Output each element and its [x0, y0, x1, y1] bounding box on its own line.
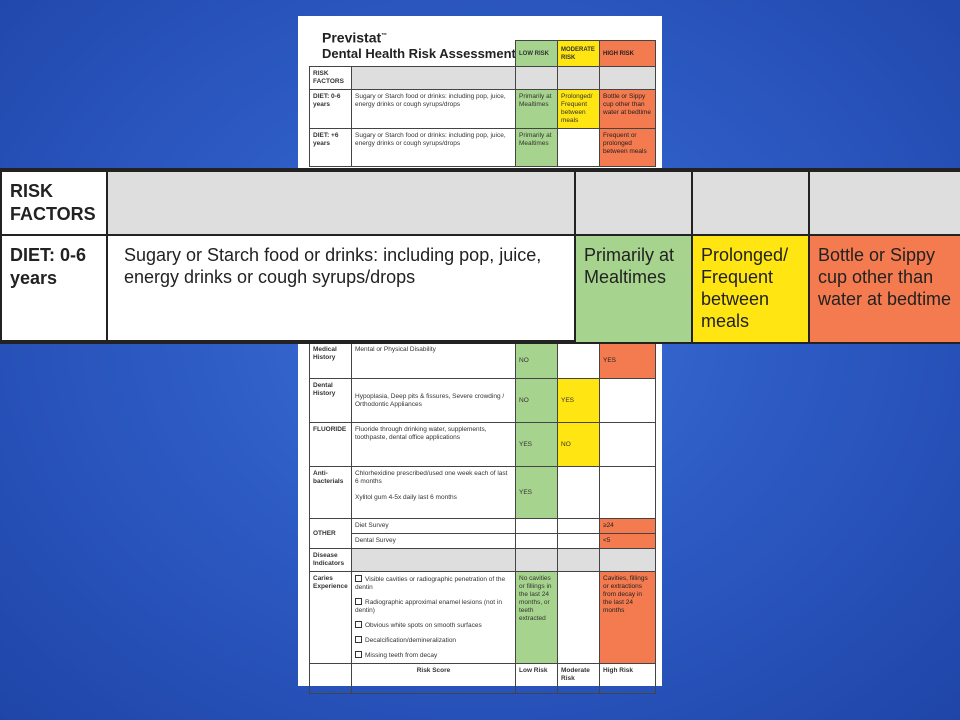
caries-item[interactable]: Missing teeth from decay — [355, 651, 512, 660]
document-title: Previstat™ Dental Health Risk Assessment — [322, 29, 516, 61]
caries-item[interactable]: Radiographic approximal enamel lesions (… — [355, 598, 502, 614]
assessment-document: Previstat™ Dental Health Risk Assessment… — [298, 16, 662, 694]
diet-6-plus-high: Frequent or prolonged between meals — [599, 128, 656, 167]
fluoride-low: YES — [515, 422, 558, 467]
diet-0-6-factor-large: DIET: 0-6 years — [0, 234, 108, 344]
dental-history-description: Hypoplasia, Deep pits & fissures, Severe… — [351, 378, 516, 423]
xylitol-text: Xylitol gum 4-5x daily last 6 months — [355, 494, 457, 501]
risk-factors-label-large: RISK FACTORS — [0, 170, 108, 236]
dental-history-moderate: YES — [557, 378, 600, 423]
diet-survey-high: ≥24 — [599, 518, 656, 534]
diet-0-6-moderate-large: Prolonged/ Frequent between meals — [691, 234, 810, 344]
low-risk-header: LOW RISK — [515, 40, 558, 67]
fluoride-moderate: NO — [557, 422, 600, 467]
risk-score-high: High Risk — [599, 663, 656, 694]
medical-history-high: YES — [599, 342, 656, 379]
other-factor: OTHER — [309, 518, 352, 549]
diet-0-6-description: Sugary or Starch food or drinks: includi… — [351, 89, 516, 129]
dental-survey-label: Dental Survey — [351, 533, 516, 549]
diet-0-6-low: Primarily at Mealtimes — [515, 89, 558, 129]
medical-history-description: Mental or Physical Disability — [351, 342, 516, 379]
caries-item[interactable]: Visible cavities or radiographic penetra… — [355, 575, 506, 591]
diet-0-6-moderate: Prolonged/ Frequent between meals — [557, 89, 600, 129]
medical-history-low: NO — [515, 342, 558, 379]
diet-0-6-factor: DIET: 0-6 years — [309, 89, 352, 129]
diet-0-6-high-large: Bottle or Sippy cup other than water at … — [808, 234, 960, 344]
diet-0-6-low-large: Primarily at Mealtimes — [574, 234, 693, 344]
dental-survey-high: <5 — [599, 533, 656, 549]
risk-factors-label: RISK FACTORS — [309, 66, 352, 90]
caries-low: No cavities or fillings in the last 24 m… — [515, 571, 558, 664]
dental-history-low: NO — [515, 378, 558, 423]
assessment-table-top: LOW RISK MODERATE RISK HIGH RISK RISK FA… — [309, 40, 656, 167]
caries-high: Cavities, fillings or extractions from d… — [599, 571, 656, 664]
risk-score-moderate: Moderate Risk — [557, 663, 600, 694]
checkbox-icon[interactable] — [355, 636, 362, 643]
high-risk-header: HIGH RISK — [599, 40, 656, 67]
medical-history-factor: Medical History — [309, 342, 352, 379]
antibacterials-description: Chlorhexidine prescribed/used one week e… — [351, 466, 516, 519]
caries-checklist: Visible cavities or radiographic penetra… — [351, 571, 516, 664]
fluoride-description: Fluoride through drinking water, supplem… — [351, 422, 516, 467]
diet-6-plus-low: Primarily at Mealtimes — [515, 128, 558, 167]
checkbox-icon[interactable] — [355, 651, 362, 658]
chlorhexidine-text: Chlorhexidine prescribed/used one week e… — [355, 470, 508, 485]
assessment-table-bottom: Medical History Mental or Physical Disab… — [309, 342, 656, 694]
fluoride-factor: FLUORIDE — [309, 422, 352, 467]
checkbox-icon[interactable] — [355, 575, 362, 582]
disease-indicators-label: Disease Indicators — [309, 548, 352, 572]
diet-0-6-description-large: Sugary or Starch food or drinks: includi… — [106, 234, 576, 344]
diet-6-plus-description: Sugary or Starch food or drinks: includi… — [351, 128, 516, 167]
risk-score-low: Low Risk — [515, 663, 558, 694]
caries-item[interactable]: Obvious white spots on smooth surfaces — [355, 621, 512, 630]
dental-history-factor: Dental History — [309, 378, 352, 423]
magnified-diet-row: RISK FACTORS DIET: 0-6 years Sugary or S… — [0, 168, 960, 344]
antibacterials-low: YES — [515, 466, 558, 519]
caries-experience-factor: Caries Experience — [309, 571, 352, 664]
checkbox-icon[interactable] — [355, 598, 362, 605]
magnified-table: RISK FACTORS DIET: 0-6 years Sugary or S… — [0, 170, 960, 344]
moderate-risk-header: MODERATE RISK — [557, 40, 600, 67]
diet-0-6-high: Bottle or Sippy cup other than water at … — [599, 89, 656, 129]
diet-survey-label: Diet Survey — [351, 518, 516, 534]
risk-score-label: Risk Score — [351, 663, 516, 694]
antibacterials-factor: Anti-bacterials — [309, 466, 352, 519]
caries-item[interactable]: Decalcification/demineralization — [355, 636, 512, 645]
diet-6-plus-factor: DIET: +6 years — [309, 128, 352, 167]
checkbox-icon[interactable] — [355, 621, 362, 628]
